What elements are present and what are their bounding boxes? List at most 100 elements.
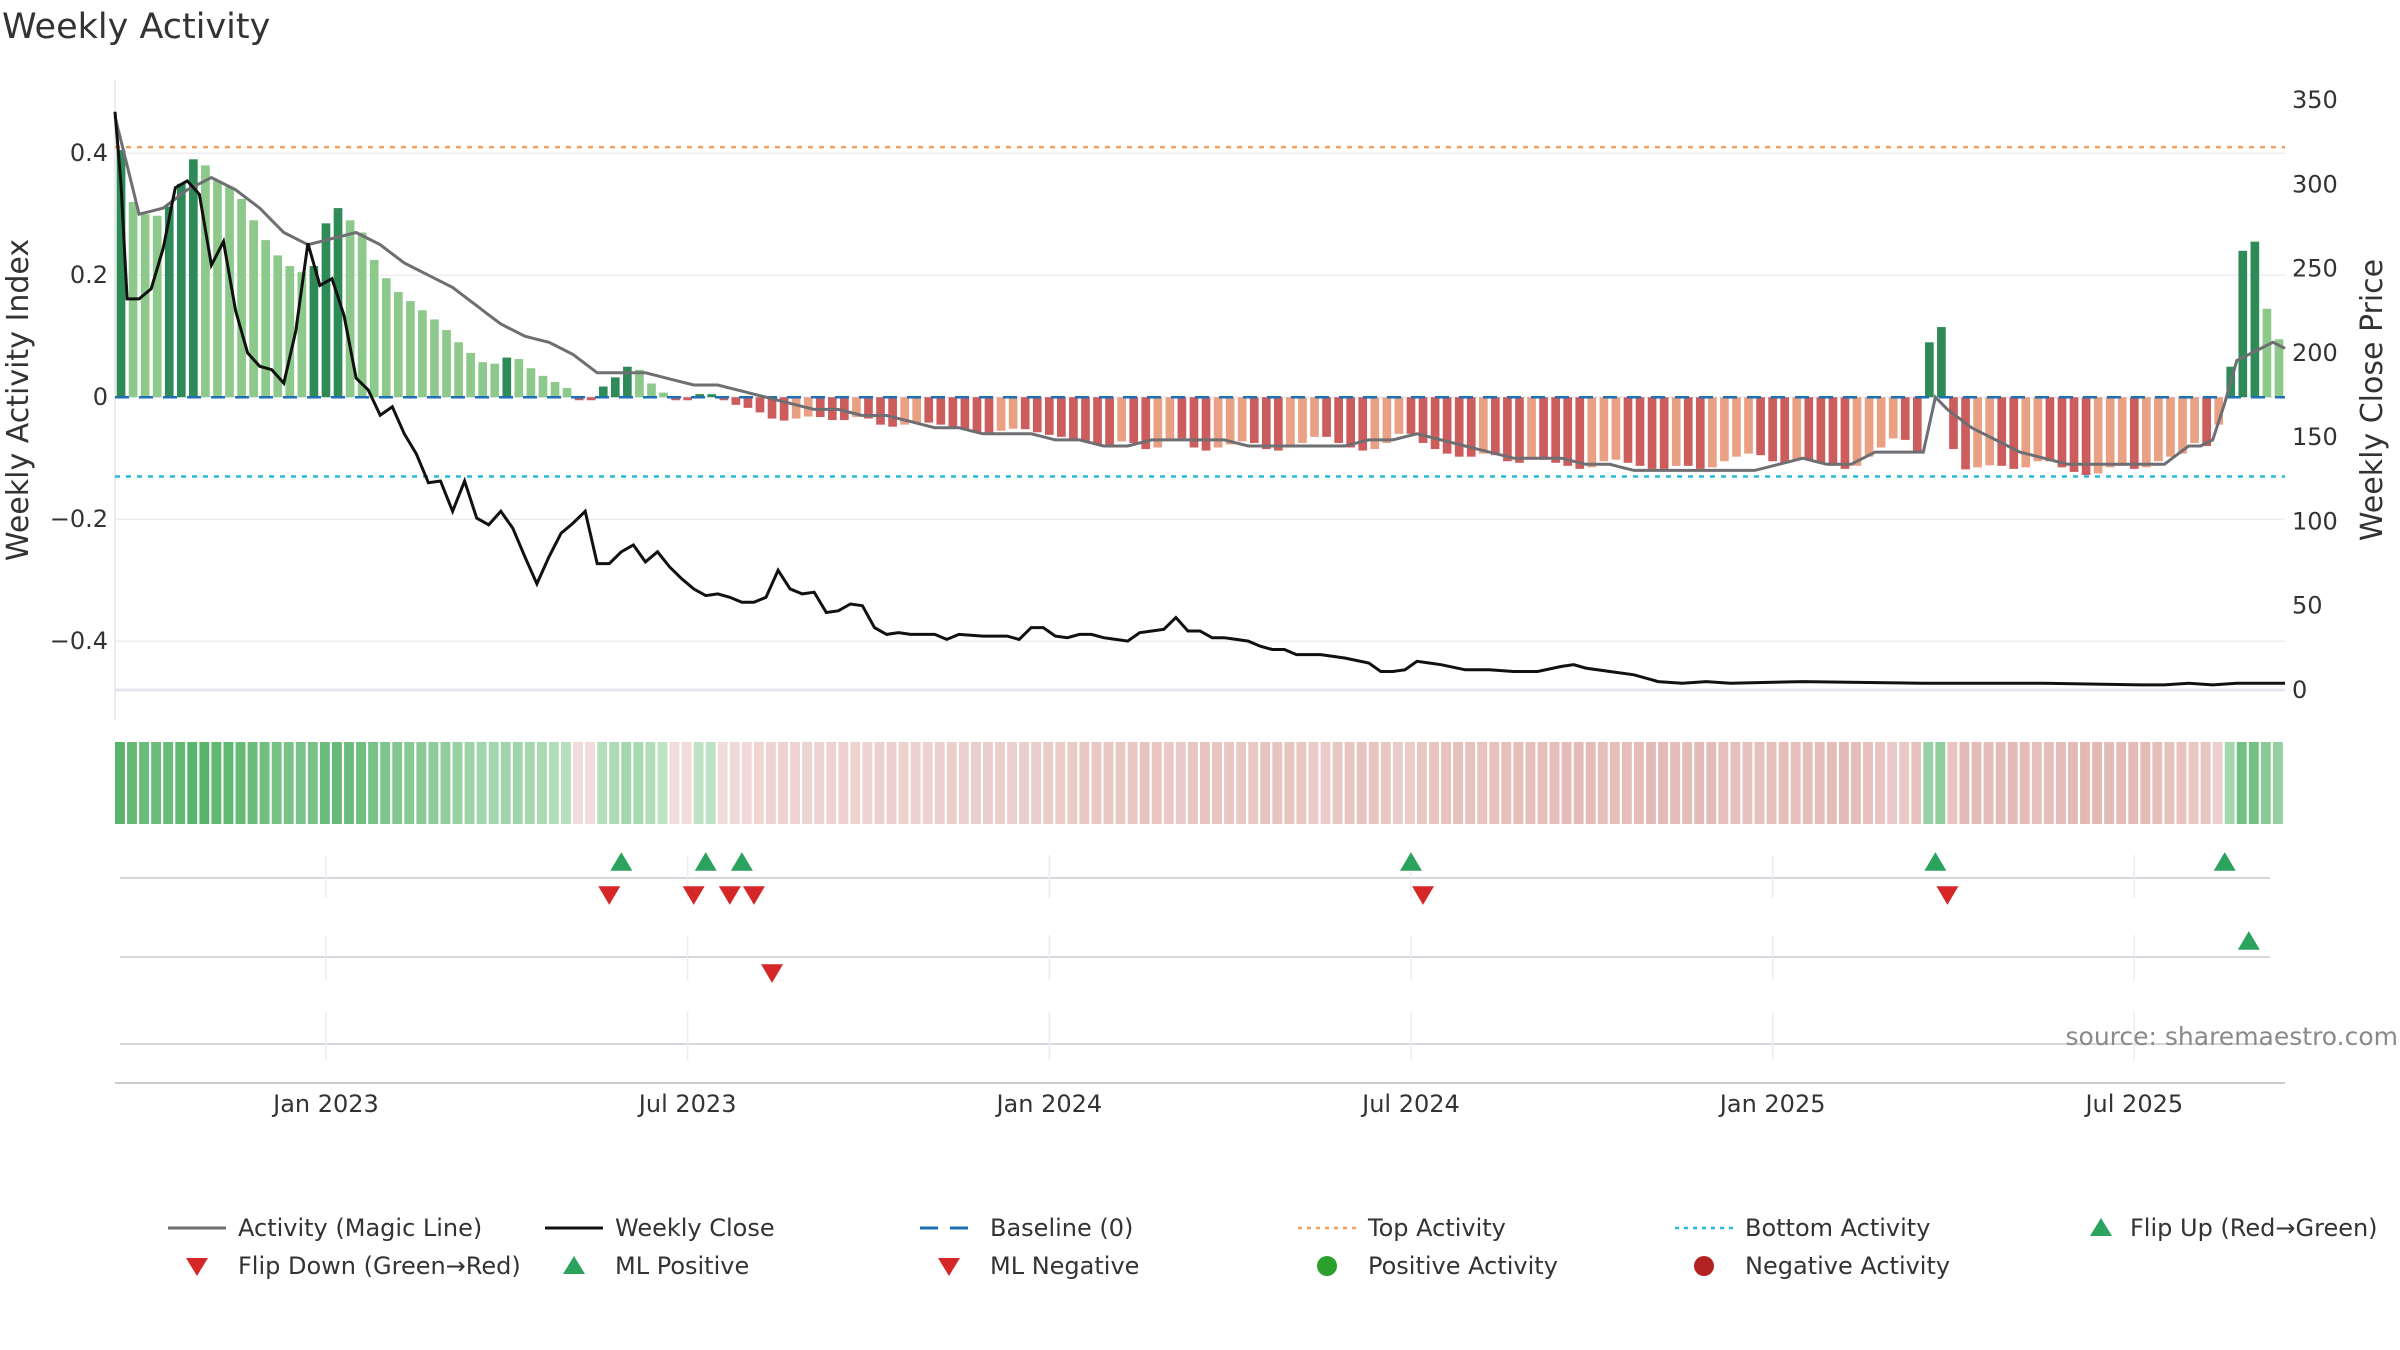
- strip-cell: [344, 742, 354, 824]
- activity-bar: [1599, 397, 1609, 462]
- strip-cell: [1308, 742, 1319, 824]
- strip-cell: [862, 742, 873, 824]
- strip-cell: [428, 742, 439, 824]
- activity-bar: [1105, 397, 1114, 445]
- strip-cell: [1670, 742, 1681, 824]
- activity-bar: [1370, 397, 1380, 450]
- activity-bar: [1261, 397, 1271, 450]
- strip-cell: [2031, 742, 2042, 824]
- strip-cell: [1706, 742, 1717, 824]
- activity-bar: [1997, 397, 2007, 466]
- strip-cell: [874, 742, 885, 824]
- strip-cell: [766, 742, 776, 824]
- activity-bar: [1912, 397, 1922, 453]
- strip-cell: [778, 742, 788, 824]
- strip-cell: [1368, 742, 1379, 824]
- strip-cell: [2236, 742, 2247, 824]
- strip-cell: [850, 742, 861, 824]
- activity-bar: [936, 397, 946, 425]
- activity-bar: [2081, 397, 2091, 475]
- activity-bar: [1539, 397, 1548, 460]
- x-tick-label: Jul 2023: [637, 1090, 737, 1118]
- left-axis-ticks: 0.4 0.2 0 −0.2 −0.4: [50, 139, 108, 655]
- activity-bar: [2069, 397, 2079, 472]
- activity-bar: [1442, 397, 1452, 454]
- y-tick-label: 0.2: [70, 261, 108, 289]
- activity-bar: [550, 381, 560, 398]
- strip-cell: [753, 742, 764, 824]
- activity-bar: [1635, 397, 1645, 466]
- flip-down-marker: [598, 886, 621, 905]
- y2-tick-label: 200: [2292, 339, 2338, 367]
- strip-cell: [1392, 742, 1403, 824]
- activity-bar: [1925, 342, 1934, 398]
- legend-swatch-triangle-up: [2090, 1218, 2112, 1236]
- activity-bar: [2238, 250, 2248, 398]
- activity-bar: [1189, 397, 1199, 448]
- flip-up-marker: [1399, 852, 1422, 871]
- flip-up-marker: [730, 852, 753, 871]
- strip-cell: [392, 742, 403, 824]
- strip-cell: [524, 742, 535, 824]
- strip-cell: [404, 742, 415, 824]
- activity-bar: [647, 383, 656, 398]
- activity-bar: [1551, 397, 1560, 463]
- activity-bar: [1647, 397, 1657, 469]
- strip-cell: [549, 742, 559, 824]
- strip-cell: [356, 742, 366, 824]
- strip-cell: [1778, 742, 1789, 824]
- strip-cell: [295, 742, 306, 824]
- activity-bar: [610, 377, 620, 398]
- activity-bar: [406, 301, 415, 398]
- strip-cell: [573, 742, 583, 824]
- activity-bar: [960, 397, 970, 430]
- legend-entry: Top Activity: [1298, 1214, 1506, 1242]
- strip-cell: [609, 742, 620, 824]
- strip-cell: [1007, 742, 1017, 824]
- activity-bar: [1454, 397, 1464, 457]
- strip-cell: [790, 742, 800, 824]
- activity-bar: [1478, 397, 1488, 454]
- strip-cell: [283, 742, 294, 824]
- strip-cell: [717, 742, 728, 824]
- strip-cell: [1899, 742, 1910, 824]
- strip-cell: [983, 742, 993, 824]
- strip-cell: [1224, 742, 1234, 824]
- strip-cell: [1826, 742, 1837, 824]
- activity-bar: [1828, 397, 1838, 466]
- activity-bar: [225, 186, 234, 398]
- activity-bar: [1358, 397, 1368, 451]
- activity-bar: [2154, 397, 2163, 462]
- signal-gridlines: [120, 855, 2270, 1060]
- activity-bar: [767, 397, 777, 419]
- activity-bar: [1792, 397, 1802, 460]
- activity-bar: [526, 368, 536, 398]
- strip-cell: [380, 742, 391, 824]
- activity-bar: [1816, 397, 1826, 463]
- strip-cell: [1115, 742, 1126, 824]
- strip-cell: [368, 742, 379, 824]
- activity-bar: [1780, 397, 1790, 463]
- strip-cell: [621, 742, 632, 824]
- activity-bar: [1298, 397, 1307, 443]
- activity-bar: [1708, 397, 1717, 468]
- activity-bar: [876, 397, 885, 425]
- activity-bar: [201, 165, 210, 398]
- strip-cell: [440, 742, 451, 824]
- activity-bar: [864, 397, 873, 419]
- strip-cell: [500, 742, 511, 824]
- activity-bar: [900, 397, 909, 425]
- strip-cell: [163, 742, 174, 824]
- strip-cell: [1163, 742, 1174, 824]
- strip-cell: [1272, 742, 1283, 824]
- strip-cell: [139, 742, 149, 824]
- flip-down-marker: [1412, 886, 1435, 905]
- strip-cell: [1453, 742, 1464, 824]
- activity-bar: [213, 180, 222, 398]
- strip-cell: [2019, 742, 2030, 824]
- legend-entry: Flip Down (Green→Red): [186, 1252, 521, 1280]
- strip-cell: [2164, 742, 2175, 824]
- y2-tick-label: 300: [2292, 170, 2338, 198]
- activity-bar: [2093, 397, 2103, 474]
